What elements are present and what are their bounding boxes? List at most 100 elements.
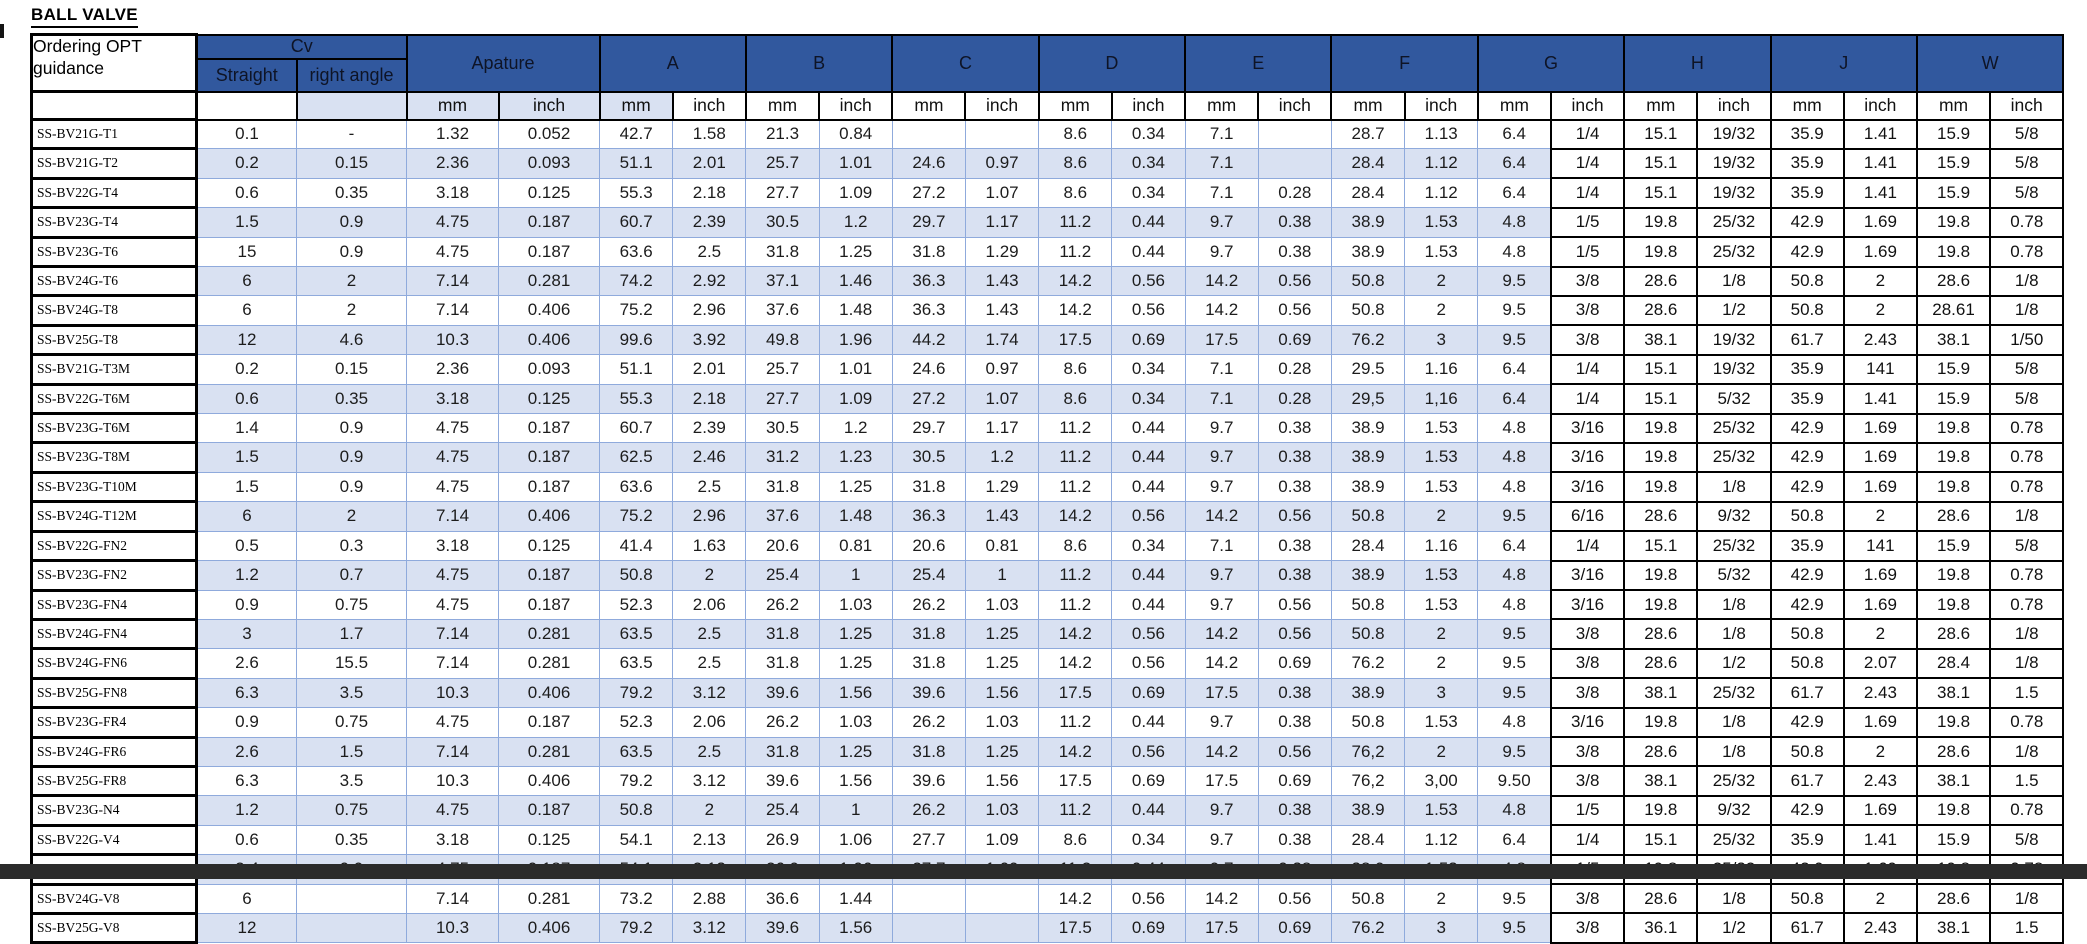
cell: 2 [296,295,407,326]
cell: 1/4 [1549,824,1626,856]
cell: 30.5 [745,413,820,444]
cell: 2.6 [196,736,297,767]
cell: 1.56 [818,912,893,944]
cell: 25.4 [745,560,820,591]
cell: 29.7 [891,413,966,444]
cell: 1.17 [964,207,1040,238]
cell: 0.78 [1989,471,2065,503]
cell: 50.8 [1330,501,1406,532]
cell: 1.41 [1842,383,1918,415]
unit-header-h-mm: mm [1623,90,1699,121]
cell: 6 [196,501,297,532]
cell: 0.406 [497,295,601,326]
col-header-a: A [598,33,747,93]
cell: 0.78 [1989,706,2065,739]
cell: 76.2 [1330,912,1406,944]
cell: 30.5 [891,442,966,473]
cell: 1/2 [1696,294,1772,327]
cell: 1.29 [964,471,1040,503]
cell: 1.53 [1404,236,1479,268]
cell: 2.01 [672,148,747,179]
cell: 55.3 [599,383,674,415]
cell: 6.4 [1477,824,1552,856]
cell: 8.6 [1038,148,1113,179]
cell: 1.5 [1989,765,2065,797]
cell: 3.18 [406,177,499,209]
cell: 63.5 [599,618,674,650]
cell: 1.56 [964,677,1040,709]
cell: 0.34 [1111,177,1186,209]
table-row: SS-BV24G-T6 6 2 7.14 0.281 74.2 2.92 37.1 1.46 36… [30,265,2065,298]
cell: 39.6 [891,677,966,709]
cell: 11.2 [1038,207,1113,238]
cell: 0.44 [1111,471,1186,503]
cell: 9.7 [1184,589,1259,620]
table-row: SS-BV22G-T4 0.6 0.35 3.18 0.125 55.3 2.18 27.7 1… [30,176,2065,210]
cell: 36.3 [891,501,966,532]
cell: 50.8 [1769,736,1845,768]
cell: 8.6 [1038,177,1113,209]
cell [1257,148,1332,179]
unit-header-e-inch: inch [1257,90,1333,121]
cell: 5/8 [1989,147,2065,180]
cell: 50.8 [1769,883,1845,915]
cell: 79.2 [599,765,674,797]
units-blank-straight [195,90,298,121]
cell: 2 [1404,295,1479,326]
cell: 42.9 [1769,441,1845,474]
cell: 9.7 [1184,707,1259,738]
cell: 4.75 [406,442,499,473]
cell: 2.5 [672,736,747,767]
table-row: SS-BV24G-V8 6 7.14 0.281 73.2 2.88 36.6 1.44 14.… [30,882,2065,915]
cell: 17.5 [1184,912,1259,944]
cell: 1.43 [964,501,1040,532]
cell: 2 [1404,618,1479,650]
cell: 79.2 [599,677,674,709]
cell: 0.9 [296,471,407,503]
cell: 9.5 [1477,295,1552,326]
cell: 19/32 [1696,177,1772,209]
row-label: SS-BV25G-FR8 [30,764,198,798]
cell: 14.2 [1038,736,1113,767]
cell: 0.34 [1111,530,1186,562]
cell: 1.5 [196,442,297,473]
cell: 29,5 [1330,383,1406,415]
cell: 1.56 [818,677,893,709]
cell: 0.9 [296,236,407,268]
cell: 31.8 [891,736,966,767]
cell: 3.5 [296,765,407,797]
unit-header-j-inch: inch [1842,90,1918,121]
cell: 31.8 [891,236,966,268]
cell: 10.3 [406,912,499,944]
cell: 3/8 [1549,618,1626,650]
cell: 50.8 [599,560,674,591]
cell: 0.44 [1111,413,1186,444]
cell: 1.69 [1842,706,1918,739]
unit-header-f-mm: mm [1330,90,1406,121]
cell: 3/8 [1549,912,1626,944]
cell: 0.406 [497,324,601,356]
cell: 1.12 [1404,177,1479,209]
cell: 11.2 [1038,236,1113,268]
cell: 1.09 [818,383,893,415]
cell: 4.8 [1477,560,1552,591]
cell: 25/32 [1696,412,1772,444]
col-header-cv: Cv [195,33,408,60]
table-row: SS-BV24G-FN6 2.6 15.5 7.14 0.281 63.5 2.5 31.8 1… [30,647,2065,680]
cell: 19.8 [1623,706,1699,739]
units-blank-right-angle [295,90,408,121]
cell: 28.6 [1915,618,1992,650]
cell: 0.34 [1111,824,1186,856]
cell [296,912,407,944]
cell: 1.23 [818,442,893,473]
cell: 6.4 [1477,383,1552,415]
cell: 0.34 [1111,354,1186,385]
cell: 19.8 [1623,588,1699,621]
cell: 0.84 [818,118,893,150]
cell: 9.7 [1184,471,1259,503]
cell: 3.12 [672,677,747,709]
cell: 9.5 [1477,736,1552,767]
cell: 0.3 [296,530,407,562]
cell: 15.1 [1623,530,1699,562]
cell: 7.1 [1184,354,1259,385]
